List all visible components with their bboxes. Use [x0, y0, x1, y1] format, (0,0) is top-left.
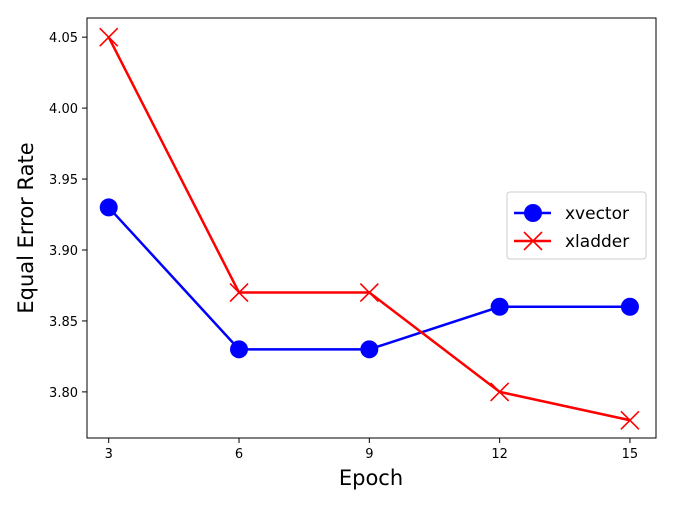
data-point-xvector	[230, 340, 249, 359]
y-tick-label: 3.95	[49, 173, 78, 188]
legend-label-xladder: xladder	[565, 232, 629, 252]
data-point-xvector	[99, 198, 118, 217]
data-point-xladder	[359, 282, 379, 303]
series-xladder	[99, 27, 640, 430]
legend: xvector xladder	[506, 191, 647, 260]
y-tick-label: 4.00	[49, 102, 78, 117]
legend-marker-xvector	[524, 204, 542, 222]
legend-marker-xladder	[523, 231, 543, 251]
data-point-xvector	[360, 340, 379, 359]
data-point-xvector	[620, 297, 639, 316]
x-axis-ticks: 3 6 9 12 15	[105, 438, 639, 462]
y-axis-ticks: 3.80 3.85 3.90 3.95 4.00 4.05	[49, 31, 87, 401]
y-tick-label: 4.05	[49, 31, 78, 46]
legend-label-xvector: xvector	[565, 204, 629, 224]
y-tick-label: 3.90	[49, 244, 78, 259]
x-tick-label: 3	[105, 447, 113, 462]
x-tick-label: 6	[235, 447, 243, 462]
x-tick-label: 15	[622, 447, 639, 462]
data-point-xvector	[490, 297, 509, 316]
x-tick-label: 9	[365, 447, 373, 462]
data-point-xladder	[620, 410, 640, 430]
y-tick-label: 3.85	[49, 315, 78, 330]
series-layer	[99, 27, 640, 430]
data-point-xladder	[490, 382, 510, 402]
data-point-xladder	[229, 282, 249, 303]
y-axis-label: Equal Error Rate	[14, 142, 38, 313]
series-xvector	[99, 198, 639, 359]
y-tick-label: 3.80	[49, 386, 78, 401]
data-point-xladder	[99, 27, 119, 47]
x-tick-label: 12	[491, 447, 508, 462]
x-axis-label: Epoch	[339, 466, 403, 490]
